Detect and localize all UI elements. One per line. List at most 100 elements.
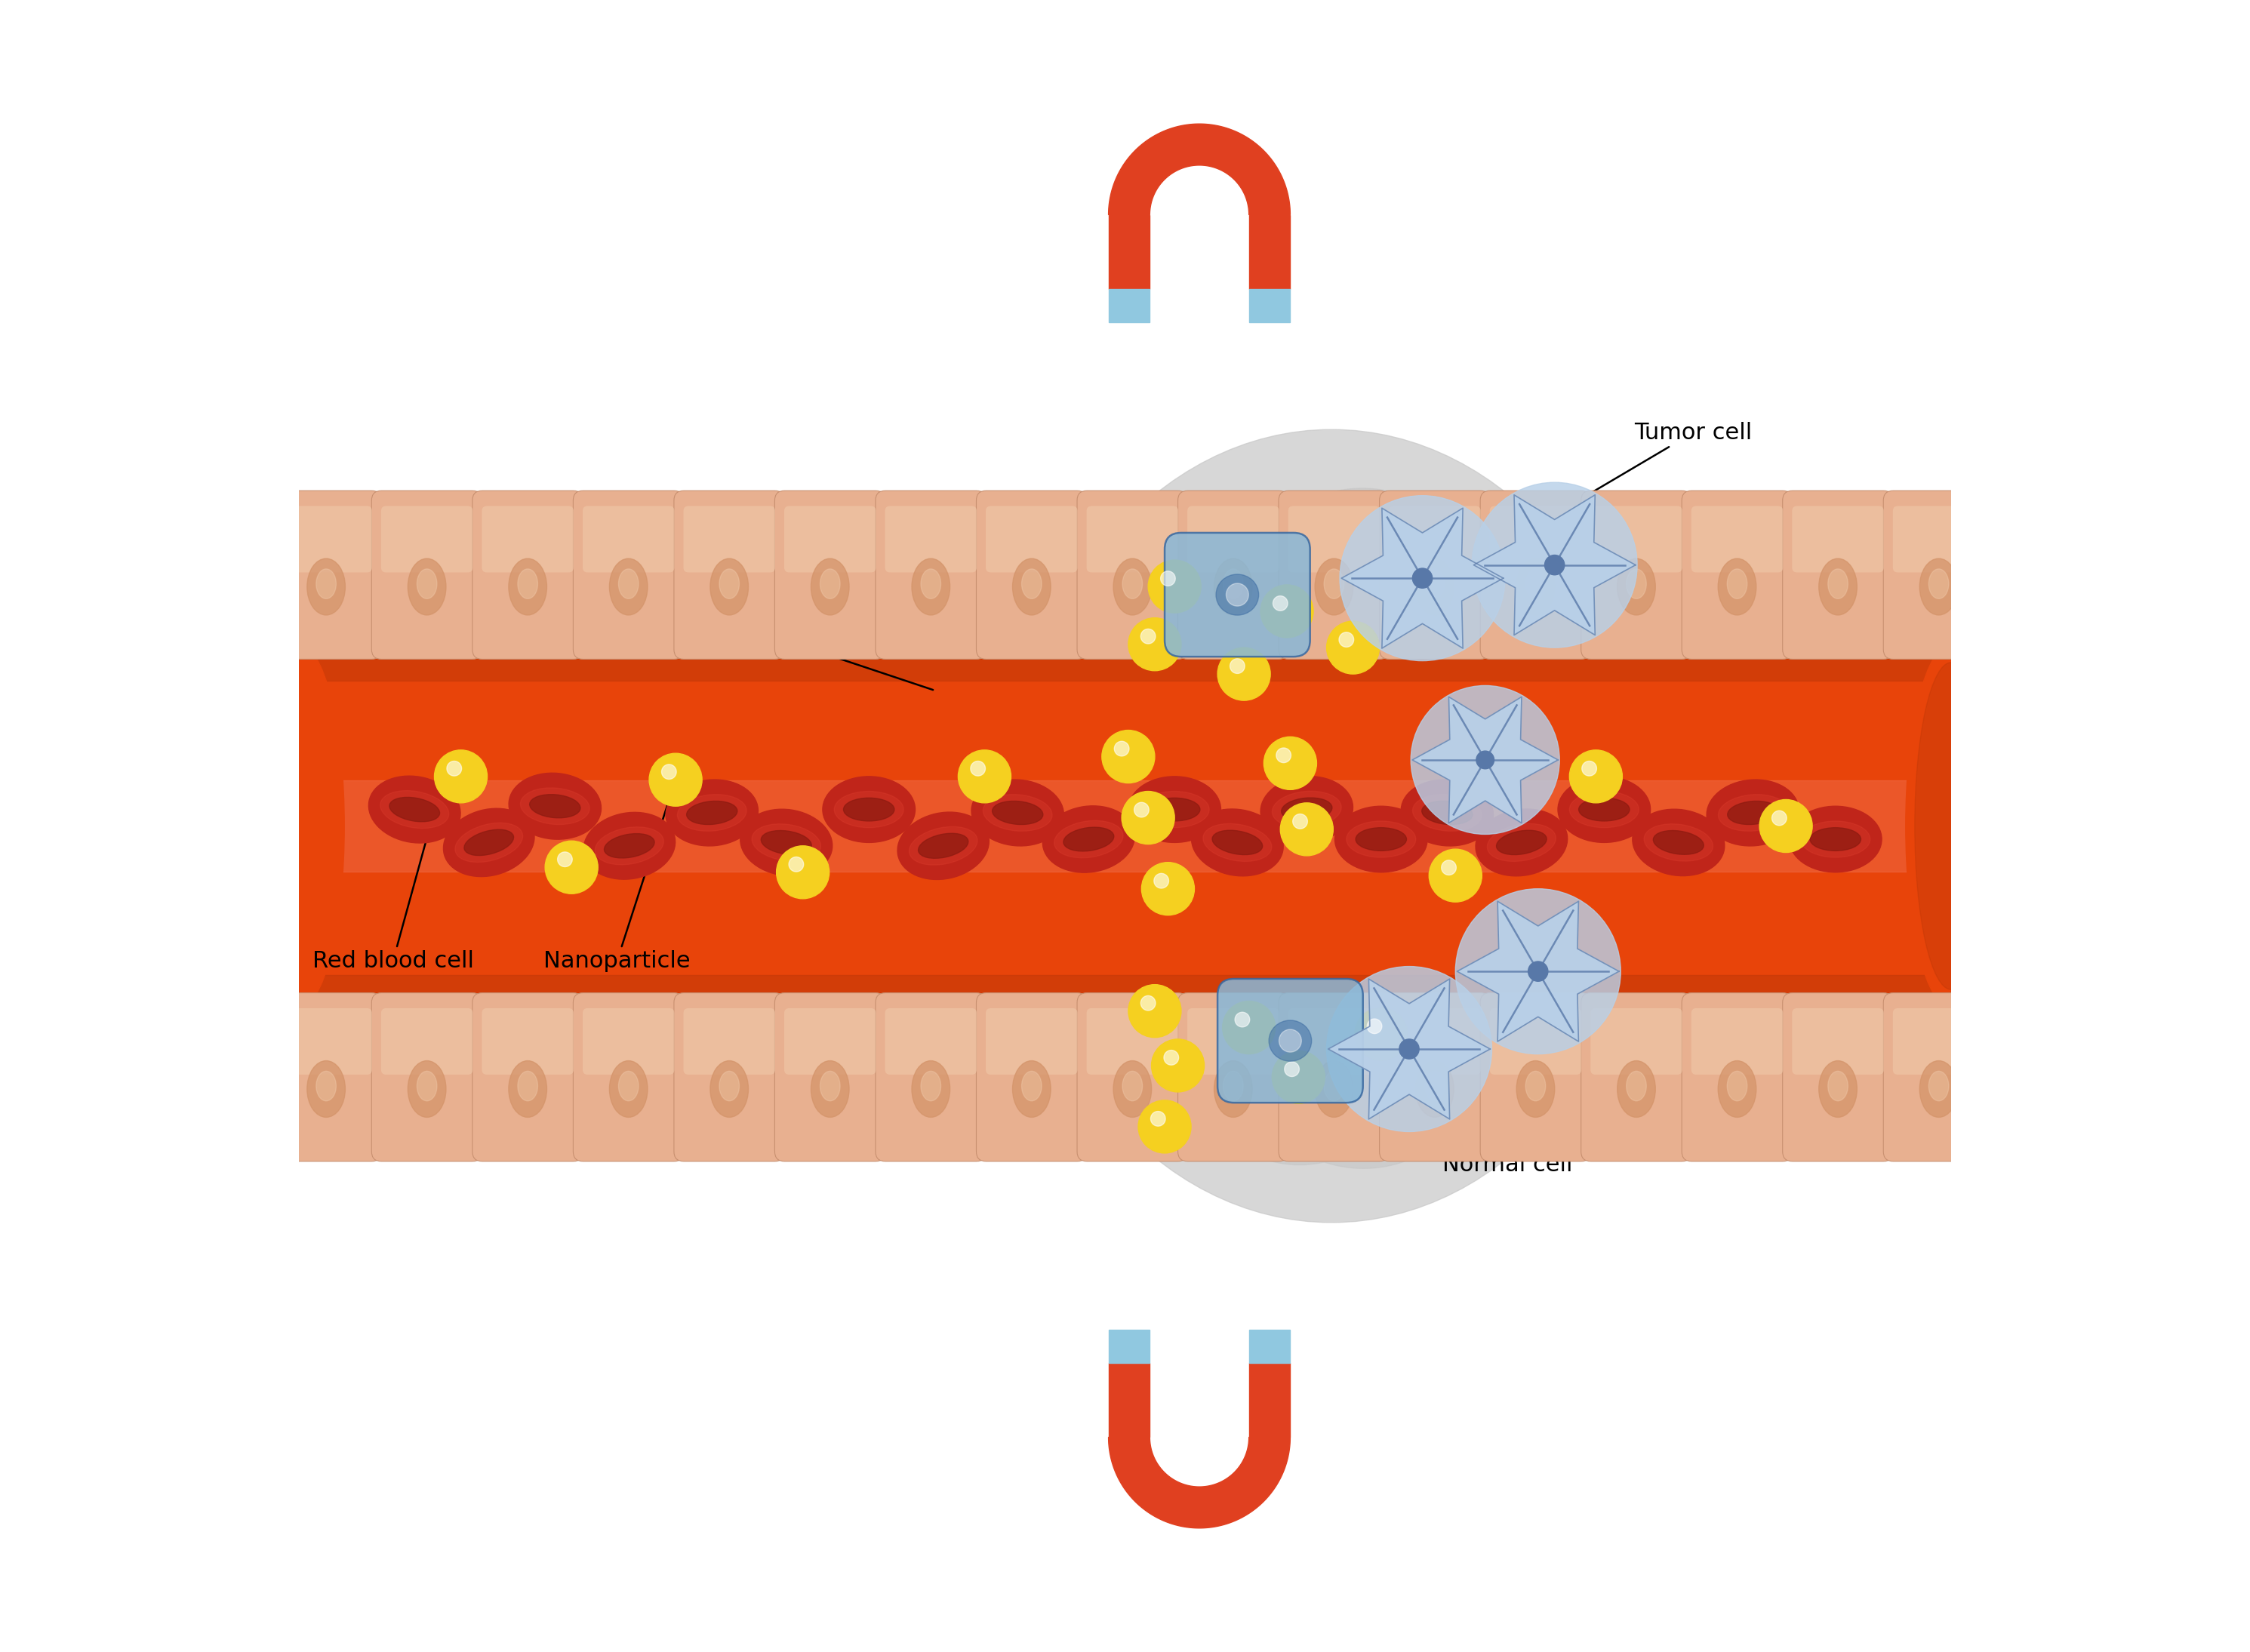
- Circle shape: [1114, 742, 1130, 757]
- Ellipse shape: [1260, 776, 1352, 843]
- FancyBboxPatch shape: [1278, 993, 1388, 1161]
- Ellipse shape: [1042, 806, 1134, 872]
- Ellipse shape: [835, 791, 905, 828]
- FancyBboxPatch shape: [986, 1008, 1078, 1074]
- Ellipse shape: [610, 1061, 648, 1117]
- Circle shape: [1285, 1062, 1298, 1077]
- Ellipse shape: [972, 780, 1064, 846]
- FancyBboxPatch shape: [380, 506, 472, 573]
- Ellipse shape: [1827, 568, 1847, 598]
- Ellipse shape: [810, 1061, 848, 1117]
- Ellipse shape: [761, 831, 812, 854]
- FancyBboxPatch shape: [1791, 506, 1883, 573]
- Polygon shape: [1249, 215, 1289, 289]
- Ellipse shape: [306, 558, 344, 615]
- Ellipse shape: [464, 829, 513, 856]
- Ellipse shape: [605, 834, 655, 857]
- Ellipse shape: [1224, 568, 1244, 598]
- Circle shape: [1231, 659, 1244, 674]
- Circle shape: [1127, 618, 1181, 671]
- Circle shape: [1163, 1051, 1179, 1066]
- FancyBboxPatch shape: [583, 506, 675, 573]
- Ellipse shape: [1728, 1070, 1748, 1100]
- Ellipse shape: [1919, 1061, 1958, 1117]
- Circle shape: [1026, 714, 1251, 938]
- FancyBboxPatch shape: [884, 1008, 977, 1074]
- Polygon shape: [1109, 1330, 1150, 1363]
- Polygon shape: [1249, 1330, 1289, 1363]
- Circle shape: [790, 857, 803, 872]
- Polygon shape: [1109, 215, 1150, 289]
- Circle shape: [1368, 1019, 1382, 1034]
- Ellipse shape: [1800, 821, 1870, 857]
- Circle shape: [434, 750, 488, 803]
- Bar: [299, 975, 1951, 1008]
- Ellipse shape: [1278, 1029, 1300, 1052]
- Ellipse shape: [1526, 568, 1546, 598]
- Ellipse shape: [1213, 831, 1262, 854]
- FancyBboxPatch shape: [1087, 506, 1179, 573]
- Ellipse shape: [911, 1061, 950, 1117]
- Ellipse shape: [1654, 831, 1703, 854]
- FancyBboxPatch shape: [1681, 993, 1793, 1161]
- FancyBboxPatch shape: [1692, 1008, 1782, 1074]
- FancyBboxPatch shape: [472, 993, 583, 1161]
- Circle shape: [1102, 730, 1154, 783]
- Ellipse shape: [911, 558, 950, 615]
- FancyBboxPatch shape: [1078, 993, 1188, 1161]
- Ellipse shape: [1269, 1021, 1312, 1061]
- Ellipse shape: [1022, 1070, 1042, 1100]
- FancyBboxPatch shape: [774, 491, 887, 659]
- Circle shape: [558, 852, 572, 867]
- Circle shape: [1771, 811, 1787, 826]
- Circle shape: [1546, 555, 1564, 575]
- Ellipse shape: [898, 813, 990, 879]
- Circle shape: [1354, 1008, 1408, 1061]
- Circle shape: [1076, 872, 1292, 1087]
- Circle shape: [1406, 638, 1620, 852]
- FancyBboxPatch shape: [1582, 491, 1692, 659]
- Ellipse shape: [1618, 558, 1656, 615]
- Ellipse shape: [509, 773, 601, 839]
- Ellipse shape: [1123, 568, 1143, 598]
- Circle shape: [1141, 996, 1156, 1011]
- Ellipse shape: [1224, 1070, 1244, 1100]
- Ellipse shape: [509, 1061, 547, 1117]
- Ellipse shape: [844, 798, 893, 821]
- Circle shape: [1339, 496, 1505, 661]
- FancyBboxPatch shape: [785, 506, 875, 573]
- Ellipse shape: [1424, 568, 1444, 598]
- Circle shape: [1294, 814, 1307, 829]
- FancyBboxPatch shape: [1490, 1008, 1582, 1074]
- Circle shape: [662, 765, 677, 780]
- Ellipse shape: [1634, 809, 1724, 876]
- Ellipse shape: [752, 824, 821, 861]
- Ellipse shape: [1487, 824, 1555, 861]
- Ellipse shape: [740, 809, 833, 876]
- Ellipse shape: [1915, 662, 1987, 990]
- FancyBboxPatch shape: [574, 491, 684, 659]
- Ellipse shape: [1708, 780, 1800, 846]
- Ellipse shape: [1919, 558, 1958, 615]
- Bar: [299, 781, 1951, 872]
- Circle shape: [1582, 762, 1598, 776]
- FancyBboxPatch shape: [1481, 491, 1591, 659]
- FancyBboxPatch shape: [785, 1008, 875, 1074]
- Circle shape: [1235, 1013, 1249, 1028]
- Circle shape: [544, 841, 598, 894]
- FancyBboxPatch shape: [1188, 506, 1278, 573]
- FancyBboxPatch shape: [884, 506, 977, 573]
- Ellipse shape: [1627, 1070, 1647, 1100]
- Ellipse shape: [509, 558, 547, 615]
- Ellipse shape: [389, 798, 439, 821]
- Ellipse shape: [1627, 568, 1647, 598]
- Ellipse shape: [306, 1061, 344, 1117]
- Ellipse shape: [1719, 558, 1757, 615]
- Ellipse shape: [1123, 1070, 1143, 1100]
- FancyBboxPatch shape: [281, 1008, 371, 1074]
- Ellipse shape: [824, 776, 916, 843]
- FancyBboxPatch shape: [1883, 491, 1994, 659]
- Circle shape: [1276, 748, 1292, 763]
- Ellipse shape: [920, 568, 940, 598]
- Ellipse shape: [1424, 1070, 1444, 1100]
